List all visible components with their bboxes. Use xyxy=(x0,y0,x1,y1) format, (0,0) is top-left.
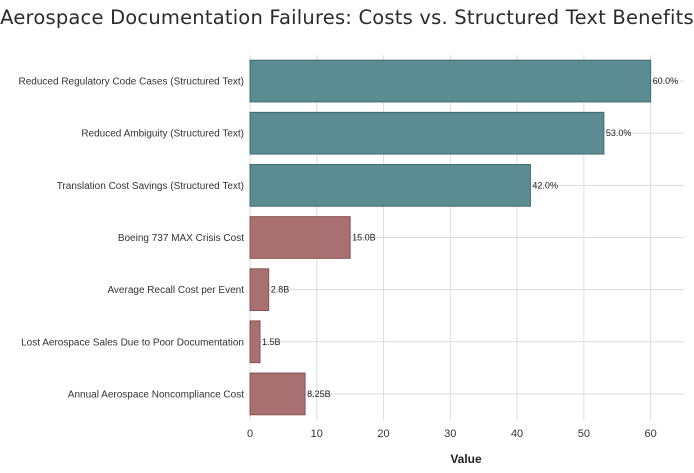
chart-title: Aerospace Documentation Failures: Costs … xyxy=(0,6,694,29)
x-axis-title: Value xyxy=(450,452,482,466)
x-tick-label-0: 0 xyxy=(247,428,253,440)
bar-1 xyxy=(249,111,605,155)
data-label-3: 15.0B xyxy=(352,233,376,243)
bar-5 xyxy=(249,320,261,364)
bars xyxy=(249,59,652,416)
category-label-6: Annual Aerospace Noncompliance Cost xyxy=(68,389,244,400)
data-label-4: 2.8B xyxy=(271,285,290,295)
x-tick-label-2: 20 xyxy=(377,428,389,440)
bar-3 xyxy=(249,216,351,259)
x-tick-label-5: 50 xyxy=(578,428,590,440)
x-tick-label-3: 30 xyxy=(444,428,456,440)
x-tick-label-6: 60 xyxy=(644,428,656,440)
category-label-5: Lost Aerospace Sales Due to Poor Documen… xyxy=(21,337,244,348)
x-tick-label-1: 10 xyxy=(311,428,323,440)
bar-2 xyxy=(249,164,531,207)
bar-0 xyxy=(249,59,652,103)
category-labels: Reduced Regulatory Code Cases (Structure… xyxy=(19,77,245,401)
data-label-6: 8.25B xyxy=(307,389,331,399)
data-labels: 60.0% 53.0% 42.0% 15.0B 2.8B 1.5B 8.25B xyxy=(262,76,678,399)
category-label-0: Reduced Regulatory Code Cases (Structure… xyxy=(19,77,244,88)
category-label-4: Average Recall Cost per Event xyxy=(107,285,244,296)
bar-4 xyxy=(249,268,270,311)
category-label-3: Boeing 737 MAX Crisis Cost xyxy=(118,233,244,244)
data-label-0: 60.0% xyxy=(653,76,679,86)
data-label-5: 1.5B xyxy=(262,337,281,347)
x-tick-label-4: 40 xyxy=(511,428,523,440)
bar-6 xyxy=(249,372,306,416)
data-label-2: 42.0% xyxy=(532,180,558,190)
category-label-1: Reduced Ambiguity (Structured Text) xyxy=(81,129,244,140)
category-label-2: Translation Cost Savings (Structured Tex… xyxy=(57,181,244,192)
x-tick-labels: 0 10 20 30 40 50 60 xyxy=(247,428,657,440)
data-label-1: 53.0% xyxy=(606,128,632,138)
